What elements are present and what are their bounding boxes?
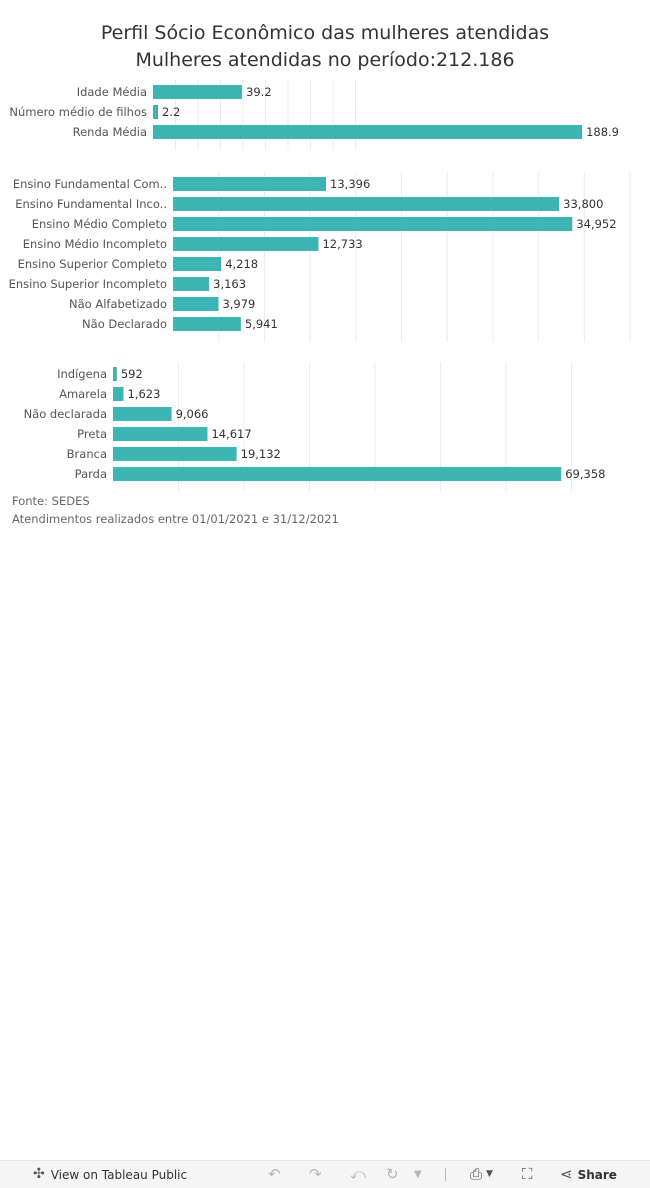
share-label: Share bbox=[577, 1167, 617, 1182]
bar-nao-declarada[interactable] bbox=[113, 407, 172, 421]
share-icon: ⋖ bbox=[560, 1165, 573, 1183]
value-label-idade-media: 39.2 bbox=[246, 85, 272, 99]
value-label-ensino-fundamental-com: 13,396 bbox=[330, 177, 370, 191]
pause-icon: ▼ bbox=[414, 1169, 422, 1180]
undo-icon: ↶ bbox=[268, 1165, 281, 1183]
value-label-indigena: 592 bbox=[121, 367, 143, 381]
toolbar-divider bbox=[445, 1168, 446, 1181]
category-label-numero-medio-de-filhos: Número médio de filhos bbox=[9, 105, 147, 119]
bar-ensino-fundamental-inco[interactable] bbox=[173, 197, 560, 211]
bar-branca[interactable] bbox=[113, 447, 237, 461]
value-label-nao-alfabetizado: 3,979 bbox=[222, 297, 255, 311]
value-label-parda: 69,358 bbox=[565, 467, 605, 481]
bar-ensino-medio-completo[interactable] bbox=[173, 217, 573, 231]
bar-nao-declarado[interactable] bbox=[173, 317, 241, 331]
value-label-renda-media: 188.9 bbox=[586, 125, 619, 139]
category-label-ensino-medio-completo: Ensino Médio Completo bbox=[32, 217, 167, 231]
redo-icon: ↷ bbox=[309, 1165, 322, 1183]
download-icon: ⎙ bbox=[470, 1165, 483, 1183]
category-label-ensino-fundamental-inco: Ensino Fundamental Inco.. bbox=[15, 197, 167, 211]
source-note: Fonte: SEDES bbox=[12, 494, 90, 508]
category-label-ensino-superior-incompleto: Ensino Superior Incompleto bbox=[9, 277, 167, 291]
chart-title-block: Perfil Sócio Econômico das mulheres aten… bbox=[0, 20, 650, 74]
value-label-amarela: 1,623 bbox=[127, 387, 160, 401]
chart-household-averages: Idade Média 39.2 Número médio de filhos 2.2… bbox=[9, 80, 619, 150]
category-label-renda-media: Renda Média bbox=[73, 125, 147, 139]
value-label-ensino-medio-completo: 34,952 bbox=[576, 217, 616, 231]
bar-preta[interactable] bbox=[113, 427, 208, 441]
view-on-tableau-link[interactable]: ✣ View on Tableau Public bbox=[33, 1161, 187, 1188]
period-note: Atendimentos realizados entre 01/01/2021… bbox=[12, 512, 339, 526]
chart-title: Perfil Sócio Econômico das mulheres aten… bbox=[100, 22, 550, 44]
category-label-nao-alfabetizado: Não Alfabetizado bbox=[69, 297, 167, 311]
bar-ensino-superior-incompleto[interactable] bbox=[173, 277, 210, 291]
value-label-branca: 19,132 bbox=[241, 447, 281, 461]
chart-education-level: Ensino Fundamental Com.. 13,396 Ensino Fun… bbox=[9, 172, 631, 342]
bar-renda-media[interactable] bbox=[153, 125, 583, 139]
category-label-nao-declarado: Não Declarado bbox=[82, 317, 167, 331]
category-label-ensino-superior-completo: Ensino Superior Completo bbox=[18, 257, 167, 271]
share-button[interactable]: ⋖ Share bbox=[560, 1161, 617, 1188]
redo-button[interactable]: ↷ bbox=[309, 1161, 322, 1188]
bar-numero-medio-de-filhos[interactable] bbox=[153, 105, 158, 119]
fullscreen-button[interactable]: ⛶ bbox=[522, 1161, 533, 1188]
category-label-nao-declarada: Não declarada bbox=[24, 407, 107, 421]
download-button[interactable]: ⎙ ▼ bbox=[470, 1161, 493, 1188]
value-label-numero-medio-de-filhos: 2.2 bbox=[162, 105, 180, 119]
bar-ensino-superior-completo[interactable] bbox=[173, 257, 222, 271]
value-label-ensino-medio-incompleto: 12,733 bbox=[322, 237, 362, 251]
category-label-parda: Parda bbox=[75, 467, 107, 481]
revert-button[interactable]: ⤺ bbox=[350, 1161, 366, 1188]
pause-button[interactable]: ▼ bbox=[414, 1161, 422, 1188]
refresh-button[interactable]: ↻ bbox=[386, 1161, 399, 1188]
category-label-branca: Branca bbox=[67, 447, 107, 461]
bar-indigena[interactable] bbox=[113, 367, 117, 381]
value-label-ensino-superior-incompleto: 3,163 bbox=[213, 277, 246, 291]
fullscreen-icon: ⛶ bbox=[522, 1165, 533, 1183]
category-label-indigena: Indígena bbox=[57, 367, 107, 381]
category-label-amarela: Amarela bbox=[59, 387, 107, 401]
value-label-preta: 14,617 bbox=[211, 427, 251, 441]
value-label-nao-declarado: 5,941 bbox=[245, 317, 278, 331]
category-label-idade-media: Idade Média bbox=[77, 85, 147, 99]
view-on-tableau-label: View on Tableau Public bbox=[50, 1167, 188, 1182]
value-label-ensino-fundamental-inco: 33,800 bbox=[563, 197, 603, 211]
category-label-ensino-medio-incompleto: Ensino Médio Incompleto bbox=[23, 237, 167, 251]
refresh-icon: ↻ bbox=[386, 1165, 399, 1183]
category-label-preta: Preta bbox=[77, 427, 107, 441]
revert-icon: ⤺ bbox=[350, 1165, 367, 1183]
value-label-nao-declarada: 9,066 bbox=[176, 407, 209, 421]
bar-nao-alfabetizado[interactable] bbox=[173, 297, 219, 311]
category-label-ensino-fundamental-com: Ensino Fundamental Com.. bbox=[13, 177, 167, 191]
chart-race-ethnicity: Indígena 592 Amarela 1,623 Não declarada 9,06… bbox=[24, 362, 605, 492]
bar-ensino-medio-incompleto[interactable] bbox=[173, 237, 319, 251]
tableau-toolbar: ✣ View on Tableau Public ↶ ↷ ⤺ ↻ ▼ ⎙ ▼ ⛶… bbox=[0, 1160, 650, 1188]
chart-subtitle: Mulheres atendidas no período:212.186 bbox=[135, 49, 515, 71]
bar-parda[interactable] bbox=[113, 467, 562, 481]
undo-button[interactable]: ↶ bbox=[268, 1161, 281, 1188]
chevron-down-icon: ▼ bbox=[486, 1169, 493, 1179]
bar-idade-media[interactable] bbox=[153, 85, 243, 99]
bar-amarela[interactable] bbox=[113, 387, 124, 401]
value-label-ensino-superior-completo: 4,218 bbox=[225, 257, 258, 271]
bar-ensino-fundamental-com[interactable] bbox=[173, 177, 327, 191]
tableau-icon: ✣ bbox=[33, 1166, 45, 1182]
